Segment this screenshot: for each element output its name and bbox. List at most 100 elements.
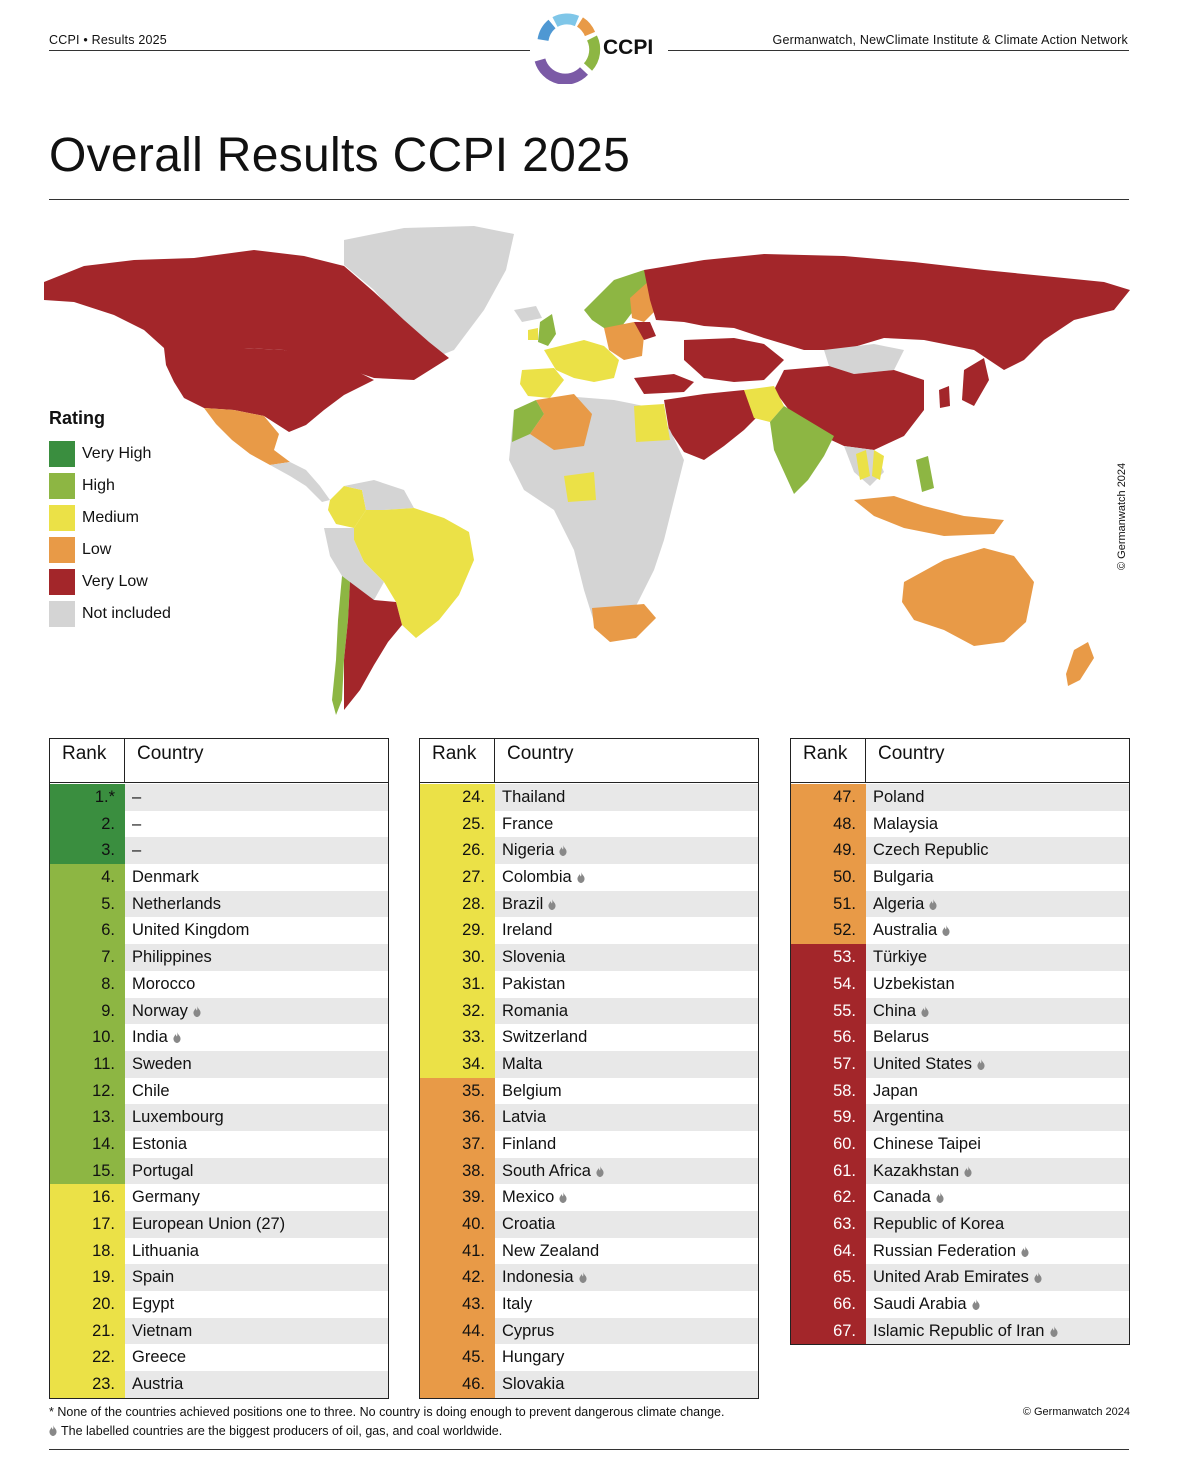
flame-icon bbox=[1049, 1325, 1058, 1337]
table-body: 24. Thailand 25. France 26. Nigeria 27. Colombi… bbox=[420, 783, 758, 1398]
country-cell: Finland bbox=[495, 1130, 758, 1158]
table-row: 64. Russian Federation bbox=[791, 1237, 1129, 1265]
rank-cell: 55. bbox=[791, 997, 866, 1025]
map-argentina bbox=[344, 582, 402, 710]
map-legend: Rating Very High High Medium Low Very Low Not… bbox=[49, 408, 171, 630]
table-row: 51. Algeria bbox=[791, 890, 1129, 918]
country-name: European Union (27) bbox=[132, 1215, 286, 1233]
country-name: Malta bbox=[502, 1054, 543, 1073]
rank-cell: 45. bbox=[420, 1344, 495, 1372]
rank-cell: 7. bbox=[50, 944, 125, 971]
country-name: Cyprus bbox=[502, 1321, 555, 1340]
country-name: Türkiye bbox=[873, 948, 928, 967]
flame-icon bbox=[936, 1192, 944, 1204]
table-row: 24. Thailand bbox=[420, 784, 758, 811]
map-korea bbox=[939, 386, 950, 408]
table-row: 53. Türkiye bbox=[791, 944, 1129, 971]
footnote-flame: The labelled countries are the biggest p… bbox=[49, 1424, 502, 1438]
country-name: Slovakia bbox=[502, 1375, 565, 1394]
map-west-europe bbox=[544, 340, 619, 382]
country-cell: India bbox=[125, 1024, 388, 1051]
table-body: 47. Poland 48. Malaysia 49. Czech Republic 50.… bbox=[791, 783, 1129, 1345]
rank-column-header: Rank bbox=[791, 739, 866, 782]
rank-cell: 28. bbox=[420, 890, 495, 918]
country-cell: Belgium bbox=[495, 1077, 758, 1105]
map-chile bbox=[332, 576, 350, 715]
table-row: 6. United Kingdom bbox=[50, 917, 388, 945]
legend-item: High bbox=[49, 470, 171, 502]
table-row: 31. Pakistan bbox=[420, 970, 758, 998]
country-name: Romania bbox=[502, 1001, 569, 1020]
table-header: Rank Country bbox=[420, 739, 758, 783]
flame-icon bbox=[173, 1032, 181, 1044]
rank-cell: 42. bbox=[420, 1264, 495, 1292]
rank-cell: 20. bbox=[50, 1291, 125, 1318]
country-cell: Vietnam bbox=[125, 1317, 388, 1345]
country-name: Norway bbox=[132, 1001, 188, 1020]
country-name: Islamic Republic of Iran bbox=[873, 1321, 1045, 1340]
country-name: Japan bbox=[873, 1081, 918, 1100]
table-row: 26. Nigeria bbox=[420, 837, 758, 865]
rank-cell: 19. bbox=[50, 1264, 125, 1292]
country-cell: Chile bbox=[125, 1077, 388, 1105]
table-row: 4. Denmark bbox=[50, 864, 388, 891]
rank-cell: 23. bbox=[50, 1371, 125, 1398]
country-cell: Hungary bbox=[495, 1344, 758, 1372]
legend-swatch bbox=[49, 537, 75, 563]
country-name: Mexico bbox=[502, 1188, 555, 1207]
header-right-text: Germanwatch, NewClimate Institute & Clim… bbox=[772, 33, 1128, 47]
table-row: 30. Slovenia bbox=[420, 944, 758, 971]
table-row: 2. – bbox=[50, 810, 388, 838]
table-header: Rank Country bbox=[50, 739, 388, 783]
country-cell: Belarus bbox=[866, 1024, 1129, 1051]
country-cell: Greece bbox=[125, 1344, 388, 1372]
country-cell: Philippines bbox=[125, 944, 388, 971]
table-row: 19. Spain bbox=[50, 1264, 388, 1292]
country-column-header: Country bbox=[507, 743, 574, 764]
rank-cell: 62. bbox=[791, 1184, 866, 1211]
ccpi-logo-icon bbox=[534, 13, 601, 84]
rank-cell: 1.* bbox=[50, 784, 125, 811]
rank-cell: 67. bbox=[791, 1317, 866, 1345]
flame-icon bbox=[929, 898, 937, 910]
country-name: New Zealand bbox=[502, 1241, 600, 1260]
table-row: 40. Croatia bbox=[420, 1211, 758, 1238]
table-row: 29. Ireland bbox=[420, 917, 758, 945]
rank-cell: 51. bbox=[791, 890, 866, 918]
logo-text: CCPI bbox=[603, 36, 654, 59]
country-cell: France bbox=[495, 810, 758, 838]
country-name: China bbox=[873, 1001, 917, 1020]
bottom-rule bbox=[49, 1449, 1129, 1450]
map-peru-bolivia bbox=[324, 528, 384, 600]
legend-title: Rating bbox=[49, 408, 105, 428]
rank-cell: 18. bbox=[50, 1237, 125, 1265]
rank-cell: 44. bbox=[420, 1317, 495, 1345]
country-name: Saudi Arabia bbox=[873, 1295, 967, 1314]
country-cell: United Kingdom bbox=[125, 917, 388, 945]
rank-cell: 3. bbox=[50, 837, 125, 865]
rank-cell: 24. bbox=[420, 784, 495, 811]
country-cell: Australia bbox=[866, 917, 1129, 945]
rank-cell: 36. bbox=[420, 1104, 495, 1131]
country-name: Netherlands bbox=[132, 894, 221, 913]
country-name: Ireland bbox=[502, 921, 553, 940]
table-row: 66. Saudi Arabia bbox=[791, 1291, 1129, 1318]
table-row: 63. Republic of Korea bbox=[791, 1211, 1129, 1238]
flame-icon bbox=[578, 1272, 587, 1284]
country-name: South Africa bbox=[502, 1161, 591, 1180]
country-cell: Türkiye bbox=[866, 944, 1129, 971]
country-cell: Egypt bbox=[125, 1291, 388, 1318]
country-name: United States bbox=[873, 1054, 973, 1073]
rank-cell: 26. bbox=[420, 837, 495, 865]
title-rule bbox=[49, 199, 1129, 200]
country-cell: China bbox=[866, 997, 1129, 1025]
rank-cell: 34. bbox=[420, 1050, 495, 1078]
rank-cell: 60. bbox=[791, 1130, 866, 1158]
country-cell: Denmark bbox=[125, 864, 388, 891]
table-row: 8. Morocco bbox=[50, 970, 388, 998]
legend-item: Very High bbox=[49, 438, 171, 470]
header-rule-right bbox=[668, 50, 1129, 51]
country-name: Luxembourg bbox=[132, 1108, 224, 1127]
country-cell: European Union (27) bbox=[125, 1211, 388, 1238]
country-name: Belarus bbox=[873, 1028, 929, 1047]
